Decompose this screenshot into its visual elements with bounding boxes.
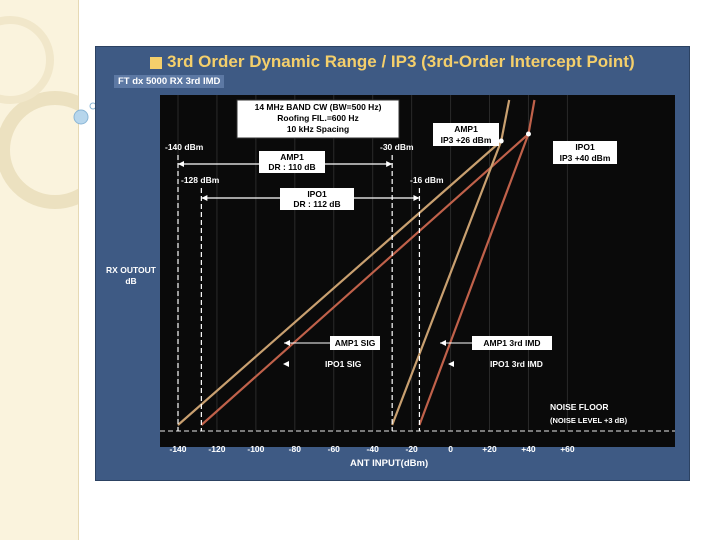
dr-ipo1-box (280, 188, 354, 210)
dr-arrowhead-left-0 (178, 161, 184, 167)
dr-amp1-value: DR : 110 dB (268, 162, 315, 172)
series-line-amp1-sig (177, 140, 502, 426)
measurement-line-1: 14 MHz BAND CW (BW=500 Hz) (255, 102, 382, 112)
dr-amp1-from-label: -140 dBm (165, 142, 204, 152)
x-axis-label: ANT INPUT(dBm) (350, 458, 429, 469)
series-line-amp1-imd-ext (500, 99, 511, 142)
x-tick-labels: -140 -120 -100 -80 -60 -40 -20 0 +20 +40 +60 (169, 444, 574, 454)
series-line-ipo1-sig (200, 133, 530, 426)
dr-arrowhead-right-1 (413, 195, 420, 201)
legend-amp1-imd-arrow (440, 340, 446, 346)
legend-ipo1-sig: IPO1 SIG (325, 359, 362, 369)
legend-amp1-sig-arrow (284, 340, 290, 346)
ip3-ipo1-value: IP3 +40 dBm (560, 153, 611, 163)
x-tick-label: -40 (367, 444, 380, 454)
x-tick-label: -120 (208, 444, 225, 454)
intercept-points (498, 131, 531, 144)
slide-title: 3rd Order Dynamic Range / IP3 (3rd-Order… (150, 52, 635, 72)
legend-ipo1-sig-arrow (283, 361, 289, 367)
chart-subtitle: FT dx 5000 RX 3rd IMD (114, 75, 225, 88)
ip3-amp1-value: IP3 +26 dBm (441, 135, 492, 145)
measurement-line-3: 10 kHz Spacing (287, 124, 349, 134)
square-bullet-icon (150, 56, 162, 69)
x-tick-label: +20 (482, 444, 497, 454)
dr-arrowhead-left-1 (201, 195, 208, 201)
intercept-point-amp1 (498, 138, 504, 144)
series-lines (177, 99, 536, 426)
legend-ipo1-imd-arrow (448, 361, 454, 367)
measurement-box (236, 99, 400, 139)
x-tick-label: -140 (169, 444, 186, 454)
legend-amp1-imd-box (472, 336, 552, 350)
series-line-amp1-imd (391, 140, 503, 426)
ip3-ipo1-name: IPO1 (575, 142, 595, 152)
measurement-line-2: Roofing FIL.=600 Hz (277, 113, 358, 123)
dr-arrowhead-right-0 (386, 161, 393, 167)
decorative-circles (0, 16, 78, 209)
dr-arrowheads (178, 161, 420, 201)
ip3-ipo1-box (553, 141, 617, 164)
slide-title-text: 3rd Order Dynamic Range / IP3 (3rd-Order… (167, 52, 635, 71)
series-line-ipo1-imd-ext (527, 99, 536, 135)
x-tick-label: -80 (289, 444, 302, 454)
x-tick-label: -60 (328, 444, 341, 454)
series-line-ipo1-imd (418, 133, 530, 426)
x-tick-label: -20 (405, 444, 418, 454)
ip3-amp1-name: AMP1 (454, 124, 478, 134)
dr-ipo1-name: IPO1 (307, 189, 327, 199)
noise-floor-note: (NOISE LEVEL +3 dB) (550, 416, 628, 425)
bullet-dots-icon (73, 102, 97, 125)
dr-amp1-box (259, 151, 325, 173)
ip3-amp1-box (433, 123, 499, 146)
dr-amp1-to-label: -30 dBm (380, 142, 414, 152)
x-tick-label: +40 (521, 444, 536, 454)
legend-amp1-imd: AMP1 3rd IMD (483, 338, 540, 348)
legend-ipo1-imd: IPO1 3rd IMD (490, 359, 543, 369)
y-axis-label: RX OUTOUT dB (106, 265, 156, 286)
dr-ipo1-value: DR : 112 dB (293, 199, 340, 209)
x-tick-label: 0 (448, 444, 453, 454)
legend-amp1-sig: AMP1 SIG (335, 338, 376, 348)
noise-floor-label: NOISE FLOOR (550, 402, 609, 412)
x-tick-label: +60 (560, 444, 575, 454)
legend-amp1-sig-box (330, 336, 380, 350)
dr-amp1-name: AMP1 (280, 152, 304, 162)
dr-ipo1-from-label: -128 dBm (181, 175, 220, 185)
x-tick-label: -100 (247, 444, 264, 454)
dr-ipo1-to-label: -16 dBm (410, 175, 444, 185)
slide-side-strip (0, 0, 79, 540)
intercept-point-ipo1 (525, 131, 531, 137)
